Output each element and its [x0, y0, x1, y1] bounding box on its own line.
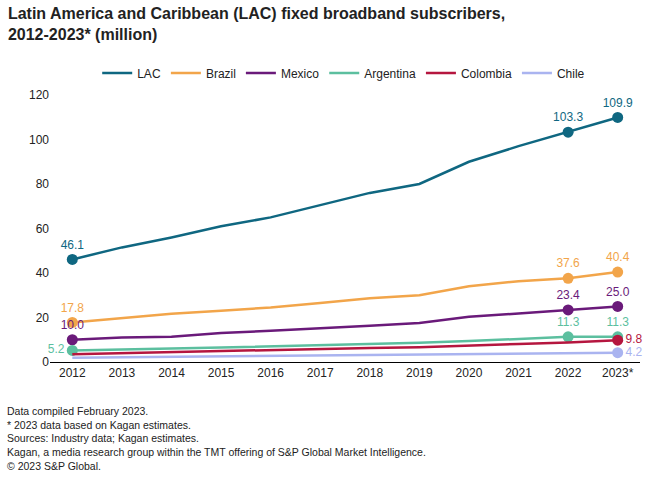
- svg-text:2013: 2013: [109, 366, 136, 380]
- svg-text:2023*: 2023*: [602, 366, 634, 380]
- svg-text:100: 100: [29, 133, 49, 147]
- svg-text:11.3: 11.3: [557, 315, 580, 329]
- svg-text:2021: 2021: [505, 366, 532, 380]
- svg-text:23.4: 23.4: [556, 288, 580, 302]
- svg-text:Mexico: Mexico: [281, 67, 319, 81]
- svg-text:60: 60: [36, 222, 50, 236]
- svg-text:2016: 2016: [257, 366, 284, 380]
- svg-text:LAC: LAC: [137, 67, 161, 81]
- svg-text:2012: 2012: [59, 366, 86, 380]
- svg-text:Chile: Chile: [557, 67, 585, 81]
- svg-text:9.8: 9.8: [626, 332, 643, 346]
- svg-text:Colombia: Colombia: [461, 67, 512, 81]
- svg-text:40.4: 40.4: [606, 250, 630, 264]
- svg-text:5.2: 5.2: [48, 342, 65, 356]
- svg-text:2020: 2020: [456, 366, 483, 380]
- svg-text:2015: 2015: [208, 366, 235, 380]
- svg-text:2014: 2014: [158, 366, 185, 380]
- svg-text:11.3: 11.3: [606, 315, 629, 329]
- svg-text:4.2: 4.2: [626, 345, 643, 359]
- svg-text:103.3: 103.3: [553, 110, 583, 124]
- svg-text:2018: 2018: [356, 366, 383, 380]
- svg-text:120: 120: [29, 88, 49, 102]
- svg-text:20: 20: [36, 311, 50, 325]
- svg-text:Latin America and Caribbean (L: Latin America and Caribbean (LAC) fixed …: [8, 5, 505, 43]
- svg-text:2022: 2022: [555, 366, 582, 380]
- svg-text:0: 0: [42, 355, 49, 369]
- svg-text:10.0: 10.0: [61, 318, 85, 332]
- svg-text:109.9: 109.9: [603, 96, 633, 110]
- svg-text:17.8: 17.8: [61, 301, 85, 315]
- svg-text:2019: 2019: [406, 366, 433, 380]
- svg-text:25.0: 25.0: [606, 285, 630, 299]
- svg-text:80: 80: [36, 177, 50, 191]
- svg-text:46.1: 46.1: [61, 238, 85, 252]
- svg-text:Brazil: Brazil: [206, 67, 236, 81]
- svg-text:40: 40: [36, 266, 50, 280]
- svg-text:Argentina: Argentina: [364, 67, 416, 81]
- svg-text:2017: 2017: [307, 366, 334, 380]
- svg-text:Data compiled February 2023.*: Data compiled February 2023.* 2023 data …: [7, 405, 426, 472]
- svg-text:37.6: 37.6: [556, 256, 580, 270]
